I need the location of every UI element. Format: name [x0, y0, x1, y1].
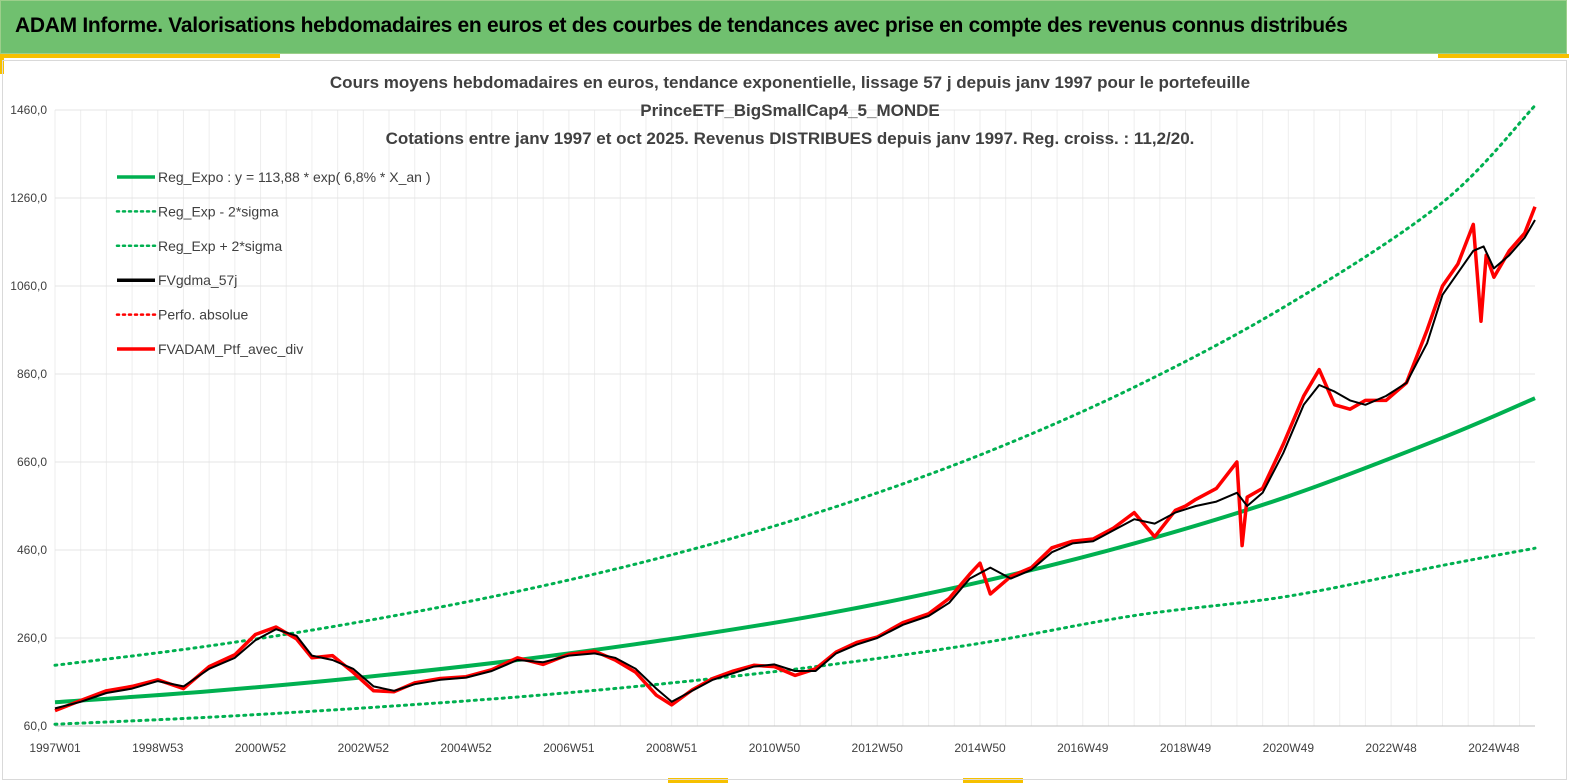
x-tick-label: 2024W48	[1468, 741, 1520, 755]
y-tick-label: 1260,0	[10, 191, 47, 205]
accent-bar-bottom-2	[963, 778, 1023, 783]
chart-title-line-3: Cotations entre janv 1997 et oct 2025. R…	[386, 129, 1195, 148]
y-tick-label: 1460,0	[10, 103, 47, 117]
x-tick-label: 2008W51	[646, 741, 698, 755]
x-tick-label: 2016W49	[1057, 741, 1109, 755]
x-tick-label: 2000W52	[235, 741, 287, 755]
chart-title-line-2: PrinceETF_BigSmallCap4_5_MONDE	[640, 101, 939, 120]
x-tick-label: 1997W01	[29, 741, 81, 755]
series-fvadam-ptf	[54, 206, 1537, 713]
chart-frame	[2, 60, 1567, 780]
y-tick-label: 1060,0	[10, 279, 47, 293]
x-tick-label: 2020W49	[1263, 741, 1315, 755]
grid-layer	[54, 109, 1535, 727]
accent-bar-right	[1438, 54, 1569, 58]
chart-title-group: Cours moyens hebdomadaires en euros, ten…	[330, 73, 1250, 148]
series-layer	[53, 104, 1537, 726]
x-tick-label: 2012W50	[852, 741, 904, 755]
x-tick-label: 2022W48	[1365, 741, 1417, 755]
chart-title-line-1: Cours moyens hebdomadaires en euros, ten…	[330, 73, 1250, 92]
x-tick-label: 2014W50	[954, 741, 1006, 755]
x-tick-label: 2002W52	[338, 741, 390, 755]
x-tick-label: 2010W50	[749, 741, 801, 755]
legend-label: Perfo. absolue	[158, 307, 248, 323]
axis-layer: 60,0 260,0 460,0 660,0 860,0 1060,0 1260,0 1460…	[10, 103, 1535, 755]
legend-label: FVgdma_57j	[158, 272, 237, 288]
x-tick-label: 2006W51	[543, 741, 595, 755]
series-reg-plus-2sigma	[53, 104, 1537, 667]
series-reg-minus-2sigma	[53, 546, 1537, 726]
series-reg-expo	[54, 396, 1536, 705]
y-tick-label: 260,0	[17, 631, 47, 645]
x-tick-label: 1998W53	[132, 741, 184, 755]
accent-bar-left	[0, 54, 280, 58]
y-tick-label: 860,0	[17, 367, 47, 381]
legend-label: Reg_Exp + 2*sigma	[158, 238, 282, 254]
legend-label: Reg_Expo : y = 113,88 * exp( 6,8% * X_an…	[158, 169, 431, 185]
legend: Reg_Expo : y = 113,88 * exp( 6,8% * X_an…	[115, 169, 431, 357]
legend-label: FVADAM_Ptf_avec_div	[158, 341, 303, 357]
title-banner: ADAM Informe. Valorisations hebdomadaire…	[0, 0, 1567, 54]
banner-title: ADAM Informe. Valorisations hebdomadaire…	[15, 14, 1348, 37]
series-fvgdma-57j	[54, 219, 1536, 710]
legend-label: Reg_Exp - 2*sigma	[158, 203, 279, 219]
accent-bar-bottom	[668, 778, 728, 783]
x-tick-label: 2018W49	[1160, 741, 1212, 755]
x-tick-label: 2004W52	[440, 741, 492, 755]
y-tick-label: 60,0	[24, 719, 48, 733]
y-tick-label: 660,0	[17, 455, 47, 469]
y-tick-label: 460,0	[17, 543, 47, 557]
